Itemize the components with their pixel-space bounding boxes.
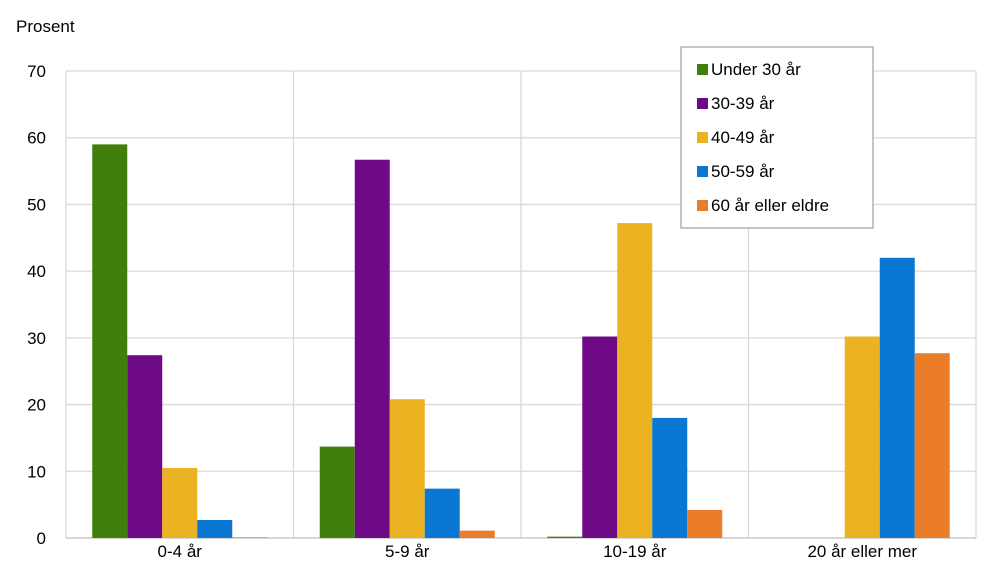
bar-2-2: [354, 159, 390, 539]
legend: Under 30 år 30-39 år 40-49 år 50-59 år 60 år…: [680, 46, 874, 229]
y-tick-label-5: 50: [27, 195, 46, 214]
bar-3-1: [547, 536, 583, 538]
bar-1-2: [127, 355, 163, 538]
x-tick-label-1: 0-4 år: [158, 542, 203, 561]
bar-3-5: [687, 509, 723, 538]
bar-4-4: [879, 257, 915, 538]
y-axis-ticks: 0 10 20 30 40 50 60 70: [27, 62, 46, 548]
x-tick-label-2: 5-9 år: [385, 542, 430, 561]
bar-3-4: [652, 417, 688, 538]
x-tick-label-4: 20 år eller mer: [807, 542, 917, 561]
y-tick-label-0: 0: [37, 529, 46, 548]
bar-2-4: [424, 488, 460, 538]
legend-box: [680, 46, 874, 229]
y-tick-label-2: 20: [27, 396, 46, 415]
legend-swatch-2: [697, 98, 708, 109]
legend-label-4: 50-59 år: [711, 162, 775, 181]
bar-1-3: [162, 467, 198, 538]
y-tick-label-7: 70: [27, 62, 46, 81]
bar-1-5: [232, 537, 268, 538]
y-tick-label-3: 30: [27, 329, 46, 348]
bar-1-1: [92, 144, 128, 538]
legend-swatch-4: [697, 166, 708, 177]
legend-label-3: 40-49 år: [711, 128, 775, 147]
y-tick-label-1: 10: [27, 462, 46, 481]
x-axis-ticks: 0-4 år 5-9 år 10-19 år 20 år eller mer: [158, 542, 918, 561]
legend-swatch-3: [697, 132, 708, 143]
x-tick-label-3: 10-19 år: [603, 542, 667, 561]
bar-4-3: [844, 336, 880, 538]
y-tick-label-4: 40: [27, 262, 46, 281]
legend-swatch-1: [697, 64, 708, 75]
bar-2-3: [389, 399, 425, 538]
bar-3-3: [617, 223, 653, 538]
y-tick-label-6: 60: [27, 129, 46, 148]
bar-3-2: [582, 336, 618, 538]
y-axis-label: Prosent: [16, 17, 75, 36]
bars: [92, 144, 950, 539]
legend-label-5: 60 år eller eldre: [711, 196, 829, 215]
bar-4-5: [914, 353, 950, 538]
legend-swatch-5: [697, 200, 708, 211]
legend-label-2: 30-39 år: [711, 94, 775, 113]
bar-2-1: [319, 446, 355, 538]
bar-1-4: [197, 519, 233, 538]
bar-2-5: [459, 530, 495, 538]
legend-label-1: Under 30 år: [711, 60, 801, 79]
